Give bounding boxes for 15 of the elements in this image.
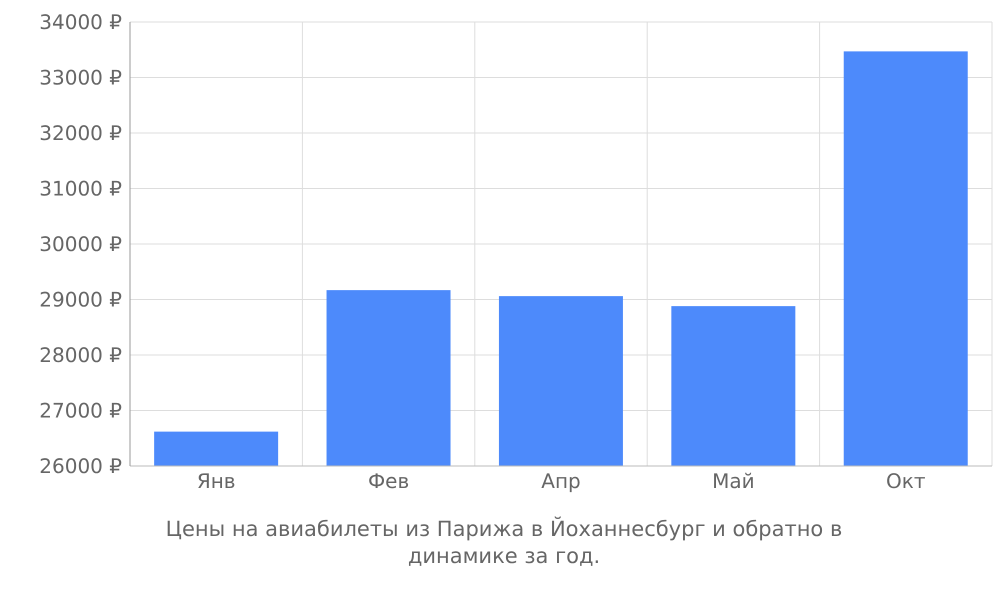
x-tick-label: Янв	[196, 469, 236, 494]
x-tick-label: Апр	[541, 469, 581, 494]
y-tick-label: 32000 ₽	[39, 121, 122, 146]
x-tick-label: Окт	[886, 469, 926, 494]
y-tick-label: 28000 ₽	[39, 343, 122, 368]
y-tick-label: 31000 ₽	[39, 176, 122, 201]
x-tick-label: Фев	[368, 469, 410, 494]
y-tick-label: 33000 ₽	[39, 66, 122, 90]
y-tick-label: 30000 ₽	[39, 232, 122, 256]
y-tick-label: 34000 ₽	[39, 10, 122, 34]
y-tick-label: 29000 ₽	[39, 288, 122, 312]
y-tick-label: 26000 ₽	[39, 454, 122, 478]
text: Цены на авиабилеты из Парижа в Йоханнесбург и обратно в динамике за год.	[164, 516, 844, 570]
y-tick-label: 27000 ₽	[39, 398, 122, 423]
x-tick-label: Май	[712, 469, 755, 494]
